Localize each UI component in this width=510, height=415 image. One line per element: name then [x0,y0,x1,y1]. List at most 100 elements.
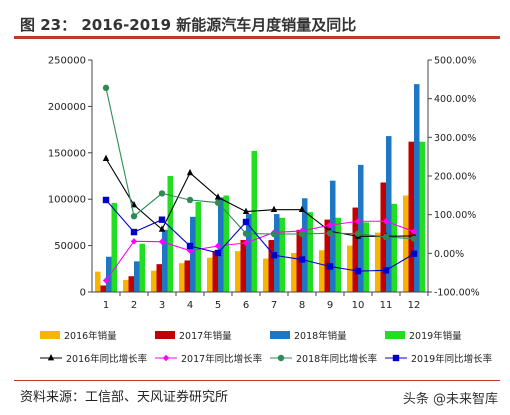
point-2016年同比增长率 [186,168,194,176]
legend-label: 2019年销量 [409,330,462,342]
point-2018年同比增长率 [354,230,362,237]
point-2018年同比增长率 [102,84,110,92]
y-tick-label: 50000 [54,241,86,252]
bar-2018年销量 [134,261,140,292]
point-2019年同比增长率 [130,228,138,236]
legend: 2016年销量 2017年销量 2018年销量 2019年销量 2016年同比增长率 20… [40,330,493,365]
legend-marker-2018年同比增长率 [277,354,285,362]
y2-tick-label: 200.00% [434,172,476,183]
point-2017年同比增长率 [354,218,362,225]
point-2018年同比增长率 [130,213,138,220]
x-tick-label: 1 [103,300,109,311]
point-2016年同比增长率 [214,193,222,200]
point-2018年同比增长率 [270,230,278,238]
point-2017年同比增长率 [102,277,110,284]
bar-2018年销量 [386,136,392,292]
bar-2019年销量 [307,212,313,292]
bar-2017年销量 [268,240,274,292]
legend-label: 2016年同比增长率 [66,353,148,365]
watermark: 头条 @未来智库 [402,392,498,407]
legend-swatch-2018年销量 [270,331,290,339]
point-2019年同比增长率 [270,252,278,259]
bar-2016年销量 [291,253,297,292]
x-tick-label: 3 [159,300,165,311]
bar-2016年销量 [235,251,241,292]
legend-label: 2017年销量 [179,330,232,342]
point-2017年同比增长率 [214,242,222,250]
point-2019年同比增长率 [158,216,166,223]
bar-2019年销量 [335,217,341,292]
legend-marker-2017年同比增长率 [162,354,170,362]
point-2018年同比增长率 [382,233,390,241]
bar-2017年销量 [184,260,190,292]
bar-2016年销量 [263,258,269,292]
point-2018年同比增长率 [410,235,418,242]
line-2019年同比增长率 [105,199,415,272]
bar-2017年销量 [156,264,162,292]
bar-2018年销量 [190,216,196,292]
x-tick-label: 6 [243,300,249,311]
x-tick-label: 2 [131,300,137,311]
legend-swatch-2019年销量 [385,331,405,339]
legend-marker-2016年同比增长率 [47,354,55,361]
y2-tick-label: 0.00% [434,249,464,260]
x-tick-label: 7 [271,300,277,311]
bar-2016年销量 [207,257,213,292]
chart: 0 50000 100000 150000 200000 250000 -100.00% 0.… [40,56,493,365]
bar-2016年销量 [375,232,381,292]
bar-2017年销量 [352,207,358,292]
line-2016年同比增长率 [105,158,415,237]
x-tick-label: 10 [352,300,365,311]
bar-2017年销量 [212,251,218,292]
point-2018年同比增长率 [326,230,334,237]
bar-2018年销量 [106,256,112,292]
bar-2018年销量 [218,197,224,292]
x-tick-label: 9 [327,300,333,311]
x-tick-label: 8 [299,300,305,311]
bar-2019年销量 [139,243,145,292]
bar-2018年销量 [246,214,252,292]
point-2016年同比增长率 [298,205,306,213]
bar-2016年销量 [319,250,325,292]
y2-tick-label: 300.00% [434,133,476,144]
y-tick-label: 200000 [48,102,86,113]
bar-2016年销量 [179,263,185,292]
point-2016年同比增长率 [242,207,250,214]
point-2018年同比增长率 [158,190,166,197]
bar-2018年销量 [330,180,336,292]
y-tick-label: 100000 [48,195,86,206]
point-2016年同比增长率 [270,205,278,213]
legend-label: 2019年同比增长率 [411,353,493,365]
legend-label: 2018年销量 [294,330,347,342]
line-2017年同比增长率 [105,220,415,281]
x-tick-label: 12 [408,300,421,311]
point-2016年同比增长率 [102,154,110,161]
bar-2019年销量 [419,141,425,292]
bar-2019年销量 [279,217,285,292]
point-2016年同比增长率 [130,201,138,208]
point-2018年同比增长率 [214,199,222,206]
x-tick-label: 5 [215,300,221,311]
legend-label: 2017年同比增长率 [181,353,263,365]
point-2018年同比增长率 [298,230,306,238]
bar-2019年销量 [363,222,369,292]
bar-2018年销量 [162,229,168,292]
bar-group [95,84,425,293]
bar-2018年销量 [414,84,420,293]
point-2019年同比增长率 [410,250,418,257]
bar-2016年销量 [123,279,129,292]
point-2019年同比增长率 [102,196,110,204]
bar-2019年销量 [391,203,397,292]
point-2018年同比增长率 [186,196,194,204]
bar-2018年销量 [358,164,364,292]
title-divider [14,36,500,39]
bar-2017年销量 [100,285,106,292]
y2-tick-label: 500.00% [434,56,476,67]
bar-2017年销量 [408,141,414,292]
legend-label: 2016年销量 [64,330,117,342]
bar-2016年销量 [403,195,409,292]
bar-2019年销量 [111,202,117,292]
y2-tick-label: 100.00% [434,210,476,221]
y2-tick-label: 400.00% [434,94,476,105]
source-note: 资料来源：工信部、天风证券研究所 [20,390,229,405]
